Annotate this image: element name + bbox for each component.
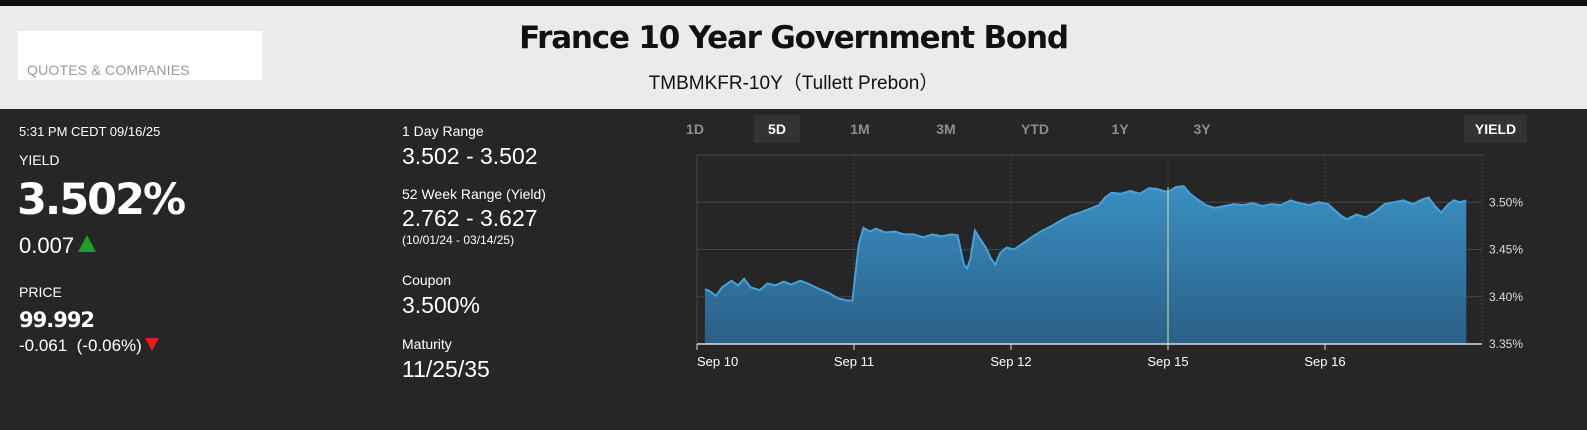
tab-5d[interactable]: 5D	[754, 115, 800, 143]
maturity-value: 11/25/35	[402, 356, 490, 382]
top-rule	[0, 0, 1587, 6]
x-tick-label: Sep 12	[990, 354, 1031, 369]
yield-label: YIELD	[19, 152, 60, 168]
price-change: -0.061 (-0.06%)	[19, 336, 159, 356]
quotes-companies-link[interactable]: QUOTES & COMPANIES	[27, 62, 190, 78]
down-arrow-icon	[144, 338, 159, 351]
y-tick-label: 3.35%	[1489, 337, 1523, 351]
price-change-value: -0.061 (-0.06%)	[19, 336, 142, 355]
week52-range-label: 52 Week Range (Yield)	[402, 186, 546, 202]
yield-change: 0.007	[19, 233, 97, 259]
tab-3m[interactable]: 3M	[936, 121, 956, 137]
tab-1y[interactable]: 1Y	[1111, 121, 1129, 137]
yield-change-value: 0.007	[19, 233, 75, 258]
coupon-label: Coupon	[402, 272, 452, 288]
yield-chart[interactable]: Sep 10 Sep 11 Sep 12 Sep 15 Sep 16 3.35% 3.40%…	[690, 149, 1550, 384]
week52-range-dates: (10/01/24 - 03/14/25)	[402, 233, 515, 247]
y-tick-label: 3.45%	[1489, 243, 1523, 257]
week52-range-value: 2.762 - 3.627	[402, 205, 538, 231]
price-label: PRICE	[19, 284, 62, 300]
maturity-label: Maturity	[402, 336, 452, 352]
y-tick-label: 3.50%	[1489, 195, 1523, 209]
series-area	[704, 186, 1467, 344]
ticker-subtitle: TMBMKFR-10Y（Tullett Prebon）	[648, 73, 939, 94]
day-range-value: 3.502 - 3.502	[402, 143, 538, 169]
series-line	[704, 185, 1467, 302]
quote-timestamp: 5:31 PM CEDT 09/16/25	[19, 124, 161, 139]
up-arrow-icon	[78, 235, 97, 252]
x-tick-label: Sep 16	[1304, 354, 1345, 369]
tab-3y[interactable]: 3Y	[1193, 121, 1211, 137]
tab-1m[interactable]: 1M	[850, 121, 870, 137]
page-title: France 10 Year Government Bond	[519, 20, 1069, 56]
quotes-companies-box[interactable]: QUOTES & COMPANIES	[18, 31, 262, 80]
price-value: 99.992	[19, 308, 95, 332]
tab-ytd[interactable]: YTD	[1021, 121, 1049, 137]
coupon-value: 3.500%	[402, 292, 481, 318]
day-range-label: 1 Day Range	[402, 123, 484, 139]
quote-panel: 5:31 PM CEDT 09/16/25 YIELD 3.502% 0.007…	[0, 109, 1587, 430]
tab-1d[interactable]: 1D	[686, 121, 704, 137]
x-tick-label: Sep 10	[697, 354, 738, 369]
page-header: QUOTES & COMPANIES France 10 Year Govern…	[0, 6, 1587, 109]
yield-value: 3.502%	[17, 175, 186, 225]
yield-toggle-button[interactable]: YIELD	[1464, 115, 1527, 143]
y-tick-label: 3.40%	[1489, 290, 1523, 304]
x-tick-label: Sep 11	[834, 354, 874, 369]
x-tick-label: Sep 15	[1147, 354, 1188, 369]
